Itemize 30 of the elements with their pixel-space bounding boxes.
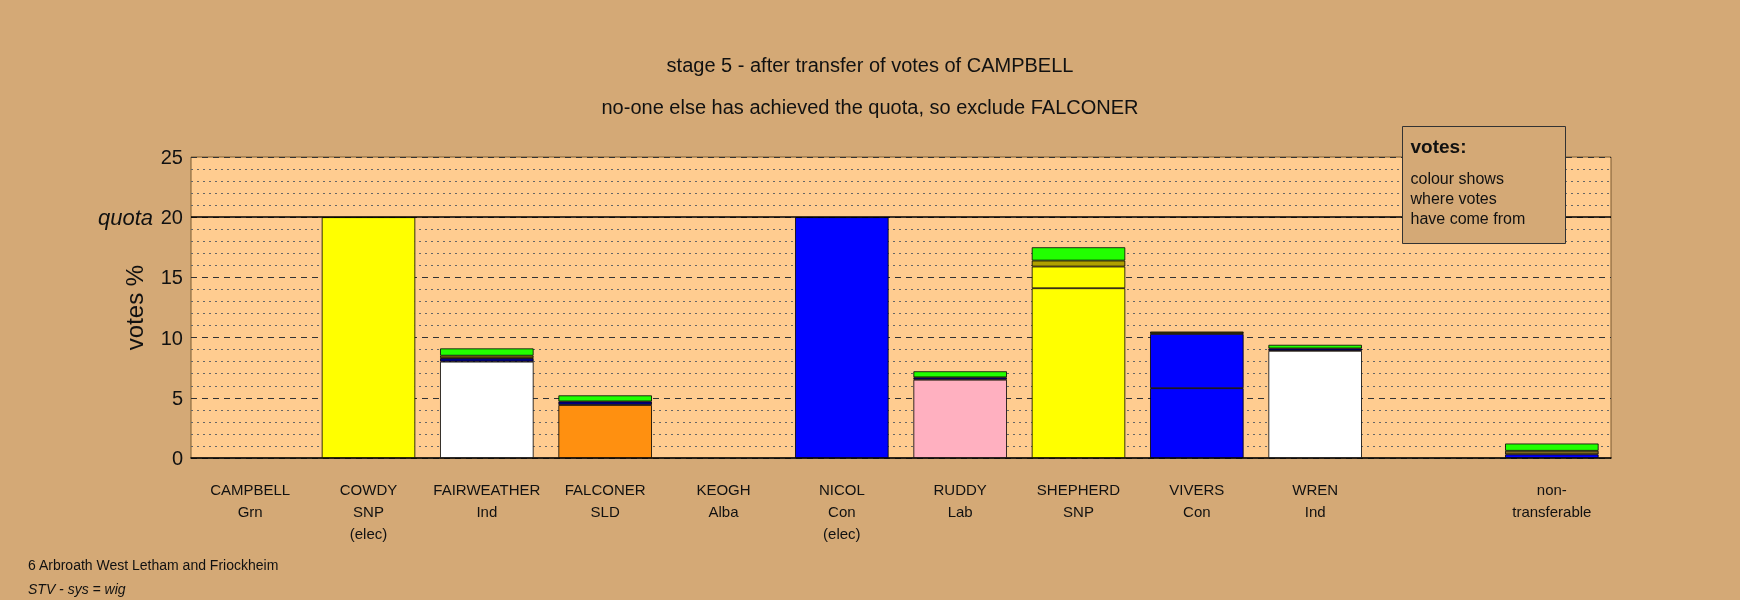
x-tick-label: FAIRWEATHER Ind: [433, 480, 541, 520]
x-tick-label: KEOGH Alba: [696, 480, 751, 520]
bar: [1505, 443, 1599, 451]
bar: [913, 371, 1007, 378]
x-tick-label: non- transferable: [1512, 480, 1592, 520]
x-tick-label: NICOL Con (elec): [818, 480, 865, 542]
bar: [558, 395, 652, 402]
y-tick-label: 0: [171, 447, 183, 469]
y-tick-label: 10: [160, 326, 183, 349]
chart-subtitle: no-one else has achieved the quota, so exclude FALCONER: [601, 96, 1139, 118]
bar: [1268, 344, 1362, 349]
text: 6 Arbroath West Letham and Friockheim: [28, 557, 279, 573]
y-tick-label: 5: [171, 386, 183, 409]
x-tick-label: FALCONER SLD: [564, 480, 646, 520]
ref-line-label: quota: [97, 204, 153, 230]
x-tick-label: CAMPBELL Grn: [210, 480, 291, 520]
x-tick-label: RUDDY Lab: [933, 480, 987, 520]
y-tick-label: 20: [160, 206, 183, 229]
text: STV - sys = wig: [28, 581, 126, 597]
x-tick-label: WREN Ind: [1292, 480, 1339, 520]
y-tick-label: 25: [160, 146, 183, 168]
bar: [440, 348, 534, 356]
chart-title: stage 5 - after transfer of votes of CAMPBELL: [666, 54, 1074, 76]
y-axis-title: votes %: [120, 264, 148, 351]
text: votes:: [1410, 135, 1467, 157]
x-tick-label: SHEPHERD SNP: [1036, 480, 1121, 520]
annotation: colour shows where votes have come from: [1409, 170, 1526, 227]
x-tick-label: COWDY SNP (elec): [339, 480, 398, 542]
y-tick-label: 15: [160, 266, 183, 289]
x-tick-label: VIVERS Con: [1169, 480, 1225, 520]
